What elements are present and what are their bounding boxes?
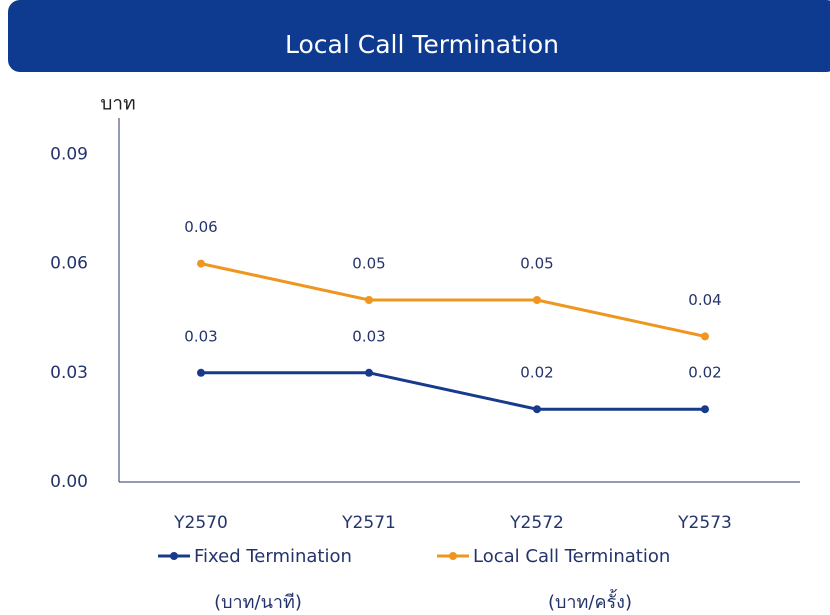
data-label: 0.05 <box>352 255 385 273</box>
legend-label: Local Call Termination <box>473 546 670 567</box>
data-label: 0.05 <box>520 255 553 273</box>
data-label: 0.02 <box>520 364 553 382</box>
data-point <box>533 405 541 414</box>
legend-marker <box>449 552 457 560</box>
legend-marker <box>170 552 178 560</box>
x-tick-label: Y2570 <box>173 513 228 533</box>
title-banner <box>8 0 830 72</box>
data-label: 0.03 <box>184 327 217 345</box>
series-line <box>201 371 705 411</box>
y-tick-label: 0.03 <box>50 363 88 383</box>
data-label: 0.06 <box>184 218 217 236</box>
legend-unit: (บาท/ครั้ง) <box>548 589 632 613</box>
legend-label: Fixed Termination <box>194 546 352 567</box>
data-label: 0.03 <box>352 327 385 345</box>
data-point <box>197 368 205 377</box>
data-point <box>701 332 709 341</box>
data-point <box>701 405 709 414</box>
data-point <box>365 368 373 377</box>
chart-title: Local Call Termination <box>285 30 559 59</box>
data-point <box>365 296 373 304</box>
x-tick-label: Y2573 <box>677 513 732 533</box>
data-point <box>197 259 205 268</box>
x-tick-label: Y2571 <box>341 513 396 533</box>
data-label: 0.04 <box>688 291 721 309</box>
data-label: 0.02 <box>688 364 721 382</box>
y-tick-label: 0.09 <box>50 144 88 164</box>
x-tick-label: Y2572 <box>509 513 564 533</box>
legend-unit: (บาท/นาที) <box>214 592 302 613</box>
y-axis-label: บาท <box>100 93 135 115</box>
data-point <box>533 296 541 304</box>
series-line <box>200 262 706 338</box>
y-tick-label: 0.06 <box>50 254 88 274</box>
y-tick-label: 0.00 <box>50 472 88 492</box>
